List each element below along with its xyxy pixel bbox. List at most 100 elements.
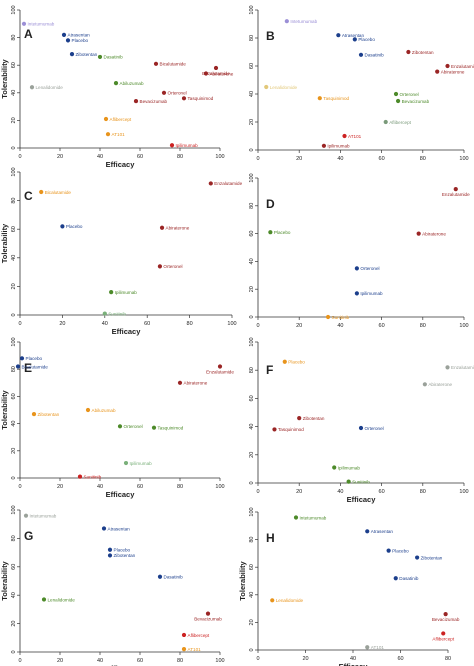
panel-label: E (24, 361, 32, 375)
data-point (336, 33, 341, 38)
y-tick-label: 80 (249, 35, 255, 41)
panel-c: 0 20 40 60 80 100 0 20 40 60 80 100 Efficacy Tolerabi… (0, 167, 243, 336)
data-point (157, 264, 163, 269)
y-tick-label: 0 (249, 148, 255, 151)
x-tick-label: 40 (337, 323, 343, 329)
point-label: Placebo (358, 37, 375, 42)
x-tick-label: 80 (420, 489, 426, 495)
data-point (272, 427, 277, 432)
panel-label: G (24, 529, 33, 543)
panel-label: H (266, 531, 275, 545)
data-point (416, 231, 421, 236)
y-tick-label: 0 (249, 648, 255, 651)
y-tick-label: 0 (11, 650, 17, 653)
data-point (15, 364, 21, 369)
x-tick-label: 100 (215, 154, 224, 160)
data-point (61, 32, 67, 37)
x-tick-label: 0 (18, 154, 21, 160)
point-label: Bevacizumab (432, 617, 460, 622)
point-label: Zibotentan (421, 555, 443, 560)
point-label: Bicalutamide (160, 62, 187, 67)
y-tick-label: 20 (249, 286, 255, 292)
point-label: Atrasentan (108, 526, 131, 531)
data-point (77, 474, 83, 479)
y-tick-label: 80 (11, 535, 17, 541)
point-label: Zibotentan (76, 52, 98, 57)
data-point (19, 356, 25, 361)
x-tick-label: 20 (57, 154, 63, 160)
point-label: Sunitinib (332, 315, 350, 320)
y-tick-label: 40 (249, 424, 255, 430)
y-tick-label: 100 (11, 167, 17, 176)
x-tick-label: 60 (379, 323, 385, 329)
y-tick-label: 60 (249, 231, 255, 237)
y-tick-label: 20 (11, 621, 17, 627)
x-tick-label: 20 (296, 489, 302, 495)
x-tick-label: 60 (397, 656, 403, 662)
x-axis-title: Efficacy (347, 495, 377, 504)
x-tick-label: 0 (256, 323, 259, 329)
y-tick-label: 40 (11, 90, 17, 96)
point-label: Enzalutamide (442, 192, 470, 197)
point-label: Placebo (288, 360, 305, 365)
point-label: Abiraterone (428, 382, 452, 387)
data-point (406, 49, 411, 55)
data-point (23, 513, 29, 518)
y-tick-label: 80 (11, 366, 17, 372)
point-label: Orteronel (124, 424, 143, 429)
point-label: Dasatinib (104, 55, 124, 60)
data-point (393, 576, 398, 581)
data-point (153, 61, 159, 66)
x-axis-title: Efficacy (106, 664, 136, 666)
point-label: Tasquinimod (158, 425, 184, 430)
x-tick-label: 40 (97, 484, 103, 490)
point-label: Enzalutamide (214, 181, 242, 186)
point-label: Aflibercept (432, 636, 454, 641)
data-point (352, 37, 357, 42)
data-point (415, 555, 420, 560)
x-tick-label: 0 (18, 484, 21, 490)
data-point (386, 548, 391, 553)
data-point (97, 54, 103, 60)
y-tick-label: 100 (249, 337, 255, 346)
point-label: Aflibercept (188, 633, 210, 638)
y-tick-label: 40 (11, 255, 17, 261)
y-tick-label: 100 (249, 173, 255, 182)
data-point (270, 598, 275, 603)
data-point (177, 380, 183, 385)
point-label: Lenalidomide (276, 598, 304, 603)
data-point (213, 65, 219, 71)
y-tick-label: 80 (249, 203, 255, 209)
y-tick-label: 40 (249, 592, 255, 598)
data-point (29, 85, 35, 90)
x-axis-title: Efficacy (106, 160, 136, 169)
point-label: Placebo (392, 548, 409, 553)
point-label: AT101 (112, 132, 126, 137)
x-tick-label: 0 (18, 658, 21, 664)
point-label: Zibotentan (114, 553, 136, 558)
data-point (85, 407, 91, 413)
point-label: Tasquinimod (323, 96, 349, 101)
data-point (358, 425, 364, 431)
data-point (383, 119, 388, 125)
data-point (284, 19, 289, 24)
y-axis-title: Tolerability (238, 560, 247, 600)
data-point (117, 424, 123, 429)
data-point (282, 359, 287, 364)
y-axis-title: Tolerability (0, 560, 9, 600)
x-tick-label: 80 (420, 323, 426, 329)
panel-f: 0 20 40 60 80 100 0 20 40 60 80 100 Efficacy F Placebo… (249, 337, 474, 504)
x-tick-label: 80 (187, 321, 193, 327)
point-label: AT101 (348, 134, 362, 139)
point-label: Bevacizumab (140, 99, 168, 104)
data-point (113, 81, 119, 86)
data-point (453, 187, 458, 192)
x-tick-label: 100 (459, 489, 468, 495)
x-tick-label: 20 (302, 656, 308, 662)
data-point (39, 189, 44, 195)
data-point (435, 69, 440, 74)
data-point (161, 90, 167, 95)
data-point (293, 515, 299, 520)
point-label: Tasquinimod (278, 427, 304, 432)
y-axis-title: Tolerability (0, 389, 9, 429)
